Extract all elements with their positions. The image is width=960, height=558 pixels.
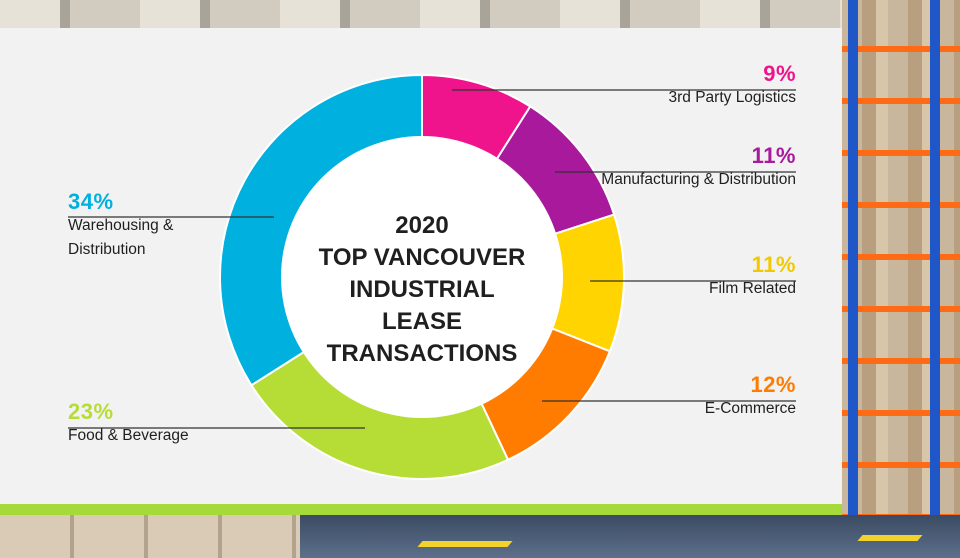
slice-percent: 9% [763, 61, 796, 86]
label-3rd-party-logistics: 9% 3rd Party Logistics [496, 61, 797, 110]
slice-percent: 11% [751, 143, 796, 168]
slice-category: Manufacturing & Distribution [601, 171, 796, 188]
donut-hole [281, 136, 563, 418]
background-floor [0, 515, 960, 558]
label-warehousing-distribution: 34% Warehousing & Distribution [68, 190, 308, 262]
slice-percent: 34% [68, 189, 114, 214]
slice-category: Warehousing & Distribution [68, 217, 174, 258]
chart-title: 2020 TOP VANCOUVER INDUSTRIAL LEASE TRAN… [318, 212, 526, 367]
label-manufacturing-distribution: 11% Manufacturing & Distribution [496, 144, 796, 192]
label-film-related: 11% Film Related [496, 253, 796, 301]
slice-percent: 12% [750, 372, 796, 397]
background-ceiling [0, 0, 842, 28]
label-e-commerce: 12% E-Commerce [496, 373, 796, 421]
label-food-beverage: 23% Food & Beverage [68, 400, 308, 448]
rack-pole [930, 0, 940, 558]
slice-category: Food & Beverage [68, 427, 189, 444]
slice-category: E-Commerce [704, 400, 796, 417]
background-racks [842, 0, 960, 558]
slice-percent: 11% [751, 252, 796, 277]
slice-percent: 23% [68, 399, 114, 424]
panel-accent-bar [0, 504, 842, 515]
slice-category: 3rd Party Logistics [668, 89, 797, 106]
rack-pole [848, 0, 858, 558]
slice-category: Film Related [709, 280, 796, 297]
background-boxes [0, 515, 300, 558]
